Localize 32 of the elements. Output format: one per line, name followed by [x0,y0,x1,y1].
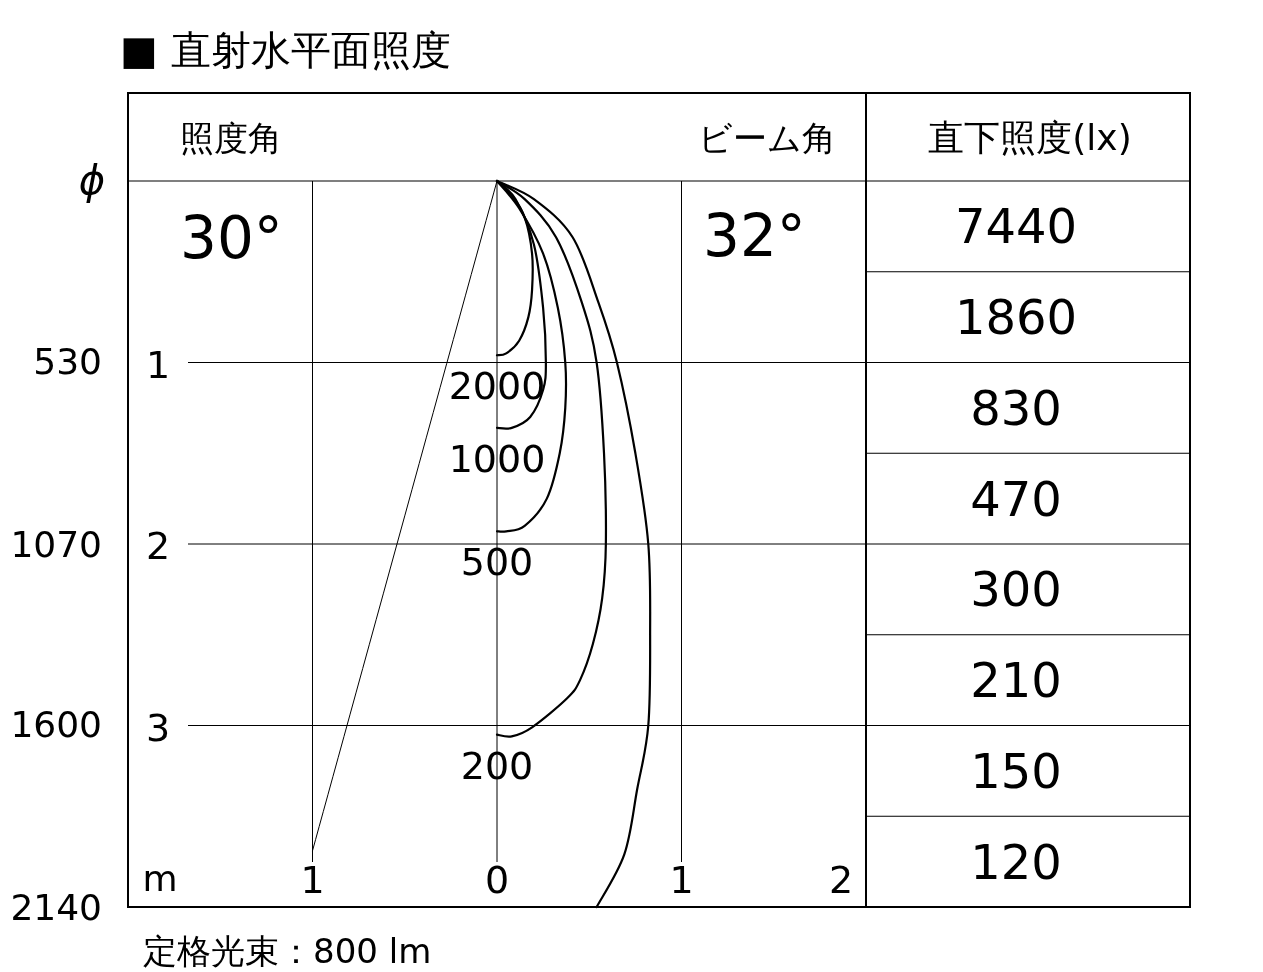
series-label: 1000 [448,436,546,481]
annotation: 32° [703,202,806,270]
text: 直下照度(lx) [928,117,1132,158]
x-tick-label: 1 [669,858,694,902]
series-label: 2000 [448,364,546,409]
text: ビーム角 [698,118,836,158]
text: 定格光束：800 lm [143,931,432,971]
data-label: 120 [970,833,1062,890]
annotation: 30° [180,204,283,272]
x-tick-label: 0 [484,858,510,902]
data-label: 300 [970,561,1062,618]
chart-title: ■ 直射水平面照度 [120,27,451,73]
y2-tick-label: 1070 [10,524,102,565]
y-tick-label: 2 [145,524,171,568]
data-label: 470 [970,470,1062,527]
series-label: 200 [460,743,534,788]
y2-tick-label: 1600 [10,703,102,745]
x-axis-title: m [142,858,178,899]
series-label: 500 [460,540,534,585]
text: 照度角 [180,118,282,158]
x-tick-label: 1 [300,858,325,902]
data-label: 150 [970,742,1062,799]
y-tick-label: 3 [145,705,171,750]
y-tick-label: 1 [145,342,171,387]
data-label: 830 [970,379,1062,436]
data-label: 7440 [954,198,1078,255]
data-label: 1860 [954,289,1078,346]
y2-axis-title: ϕ [78,157,106,203]
y2-tick-label: 2140 [10,887,102,928]
data-label: 210 [970,652,1062,709]
x-tick-label: 2 [828,858,854,902]
y2-tick-label: 530 [33,340,102,382]
